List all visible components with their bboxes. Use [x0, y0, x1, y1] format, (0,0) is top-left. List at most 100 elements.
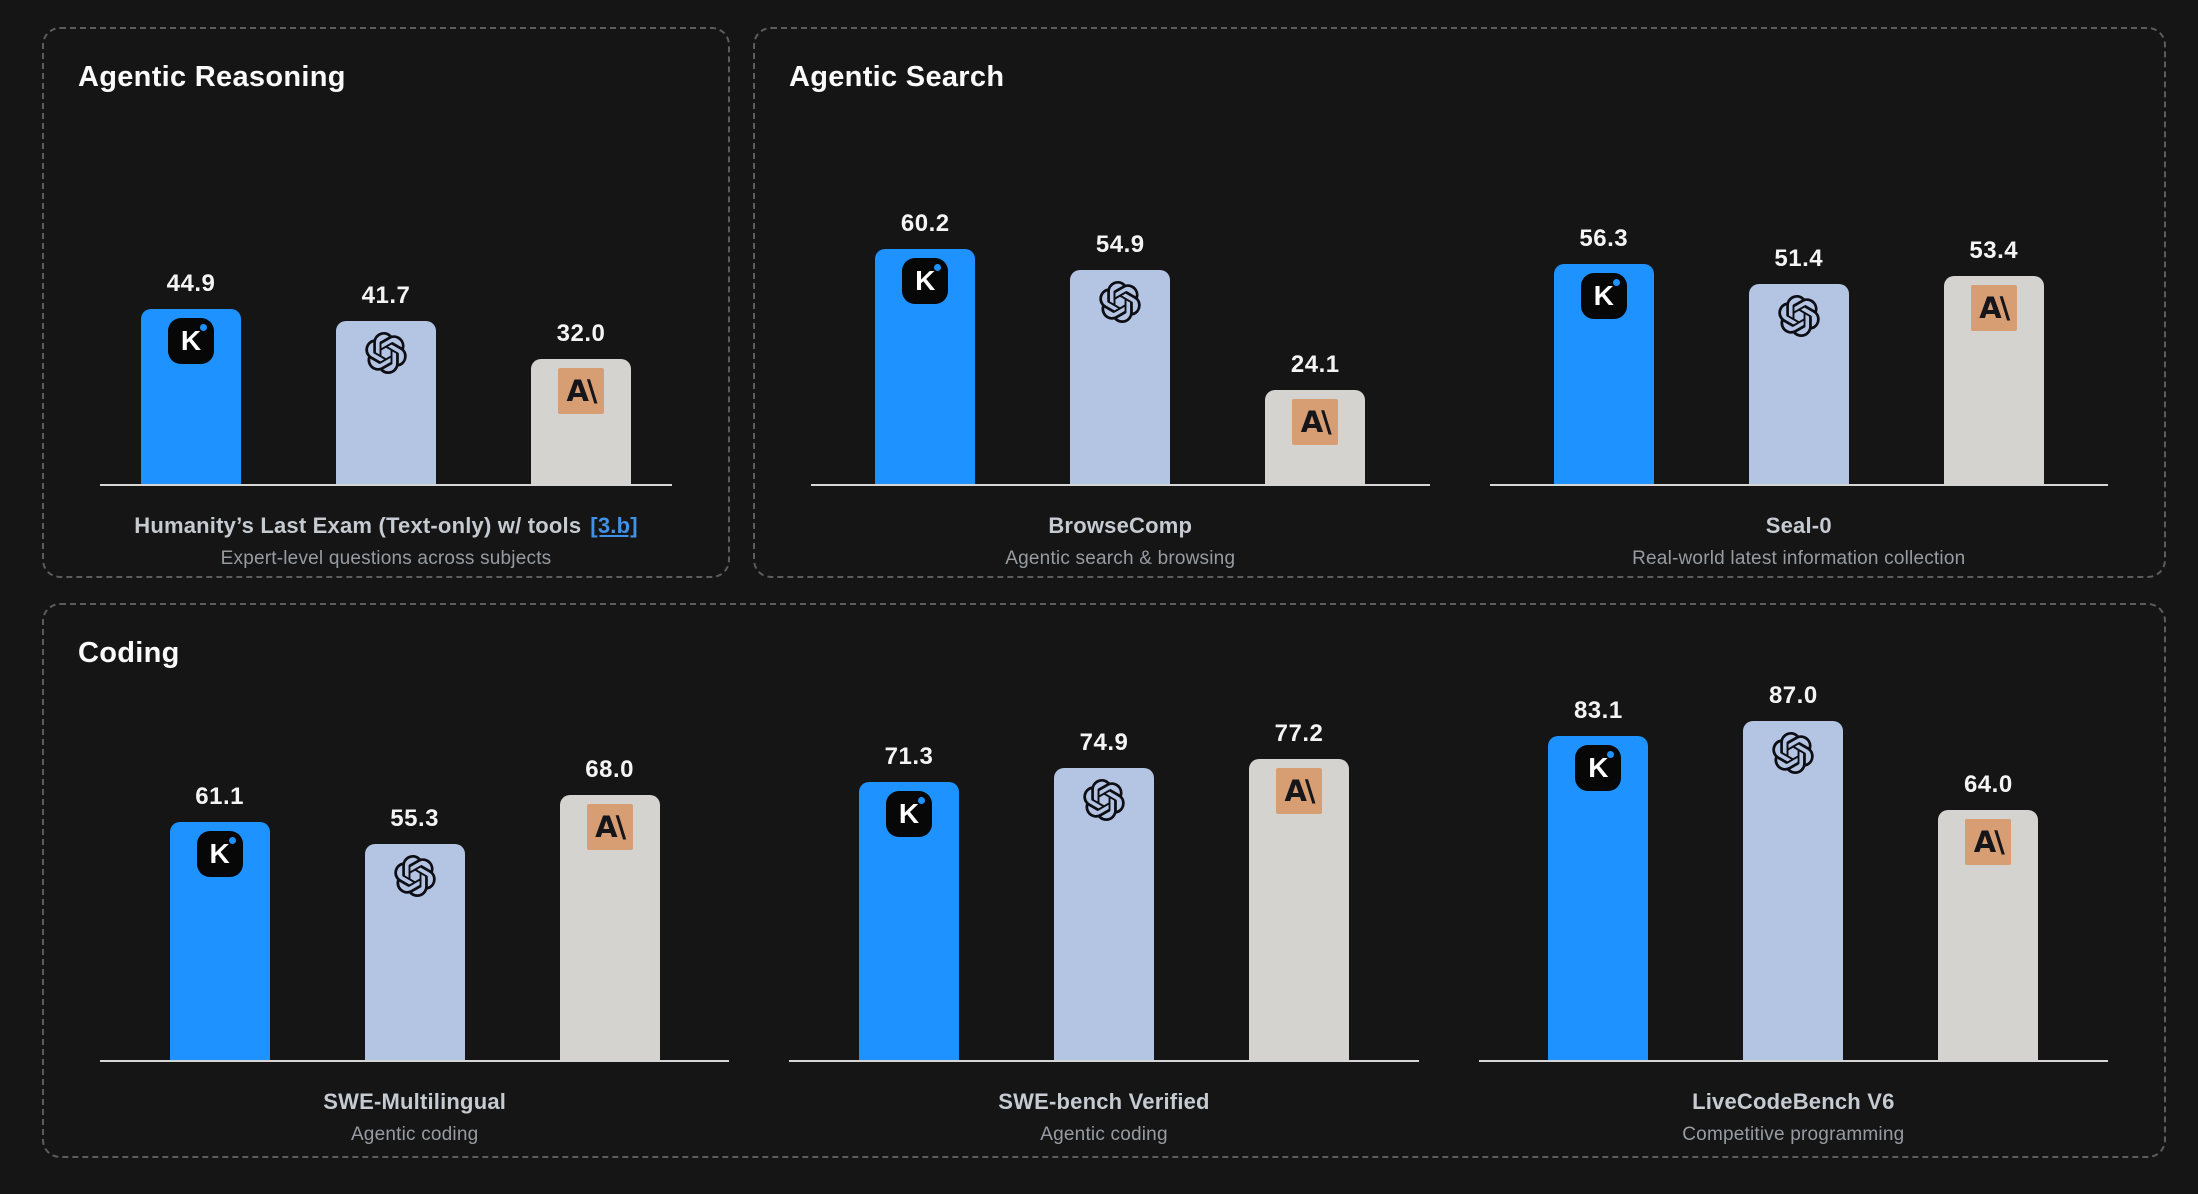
benchmark-chart: 44.9 K 41.7 32.0 A\ Humanity’s Last Exam (Te… — [100, 94, 672, 570]
kimi-bar: K — [858, 782, 959, 1060]
bar-value-label: 32.0 — [556, 320, 606, 347]
panel-coding: Coding 61.1 K 55.3 68.0 A\ SWE-Multilingual … — [42, 603, 2166, 1158]
bar-group-kimi: 61.1 K — [169, 783, 270, 1060]
kimi-k-letter: K — [898, 798, 920, 829]
bar-group-anthropic: 24.1 A\ — [1265, 351, 1366, 484]
anthropic-logo-icon: A\ — [1292, 399, 1339, 445]
kimi-bar: K — [1548, 736, 1649, 1060]
chart-plot: 61.1 K 55.3 68.0 A\ — [100, 670, 730, 1062]
benchmark-chart: 83.1 K 87.0 64.0 A\ LiveCodeBench V6 Competi… — [1478, 670, 2108, 1146]
anthropic-bar: A\ — [559, 795, 660, 1060]
openai-bar — [336, 321, 436, 484]
bar-group-openai: 74.9 — [1053, 729, 1154, 1060]
bar-group-anthropic: 77.2 A\ — [1248, 720, 1349, 1060]
kimi-k-logo-icon: K — [196, 831, 243, 877]
charts-row: 60.2 K 54.9 24.1 A\ BrowseComp Agentic searc… — [781, 94, 2138, 570]
anthropic-logo-icon: A\ — [1965, 819, 2012, 865]
chart-plot: 71.3 K 74.9 77.2 A\ — [789, 670, 1419, 1062]
openai-bar — [1743, 721, 1844, 1060]
bar-value-label: 44.9 — [166, 270, 216, 297]
kimi-k-logo-icon: K — [902, 258, 949, 304]
openai-bar — [1053, 768, 1154, 1060]
benchmark-chart: 71.3 K 74.9 77.2 A\ SWE-bench Verified Agent… — [789, 670, 1419, 1146]
openai-bar — [1070, 270, 1171, 484]
bar-value-label: 71.3 — [884, 743, 934, 770]
benchmark-name: Seal-0 — [1765, 513, 1832, 538]
charts-row: 61.1 K 55.3 68.0 A\ SWE-Multilingual Agentic… — [70, 670, 2138, 1146]
bar-group-openai: 87.0 — [1743, 682, 1844, 1060]
openai-logo-icon — [1081, 777, 1127, 823]
kimi-dot — [228, 837, 236, 844]
top-row: Agentic Reasoning 44.9 K 41.7 32.0 A\ Humani… — [42, 27, 2166, 578]
benchmark-subtitle: Real-world latest information collection — [1632, 548, 1966, 569]
kimi-bar: K — [169, 822, 270, 1060]
charts-row: 44.9 K 41.7 32.0 A\ Humanity’s Last Exam (Te… — [70, 94, 702, 570]
bar-group-anthropic: 53.4 A\ — [1943, 237, 2044, 484]
benchmark-subtitle: Competitive programming — [1682, 1124, 1905, 1145]
bar-group-kimi: 60.2 K — [875, 210, 976, 484]
bar-group-anthropic: 64.0 A\ — [1938, 771, 2039, 1060]
panel-title-agentic-reasoning: Agentic Reasoning — [78, 61, 346, 93]
openai-logo-icon — [1770, 730, 1816, 776]
kimi-k-letter: K — [209, 838, 230, 869]
kimi-k-letter: K — [180, 325, 202, 356]
kimi-bar: K — [875, 249, 976, 484]
kimi-k-letter: K — [1593, 280, 1614, 311]
bottom-row: Coding 61.1 K 55.3 68.0 A\ SWE-Multilingual … — [42, 603, 2166, 1158]
kimi-dot — [934, 264, 942, 271]
openai-logo-icon — [1097, 279, 1143, 325]
chart-plot: 56.3 K 51.4 53.4 A\ — [1489, 94, 2108, 486]
kimi-k-letter: K — [915, 265, 936, 296]
anthropic-bar: A\ — [531, 359, 631, 484]
bar-group-openai: 51.4 — [1748, 245, 1849, 484]
kimi-k-logo-icon: K — [1575, 745, 1622, 791]
anthropic-bar: A\ — [1265, 390, 1366, 484]
bar-value-label: 51.4 — [1774, 245, 1824, 272]
openai-logo-icon — [392, 853, 438, 899]
bar-value-label: 41.7 — [361, 282, 411, 309]
bar-value-label: 64.0 — [1963, 771, 2013, 798]
anthropic-logo-icon: A\ — [1970, 285, 2017, 331]
reference-link[interactable]: [3.b] — [590, 513, 638, 538]
chart-plot: 60.2 K 54.9 24.1 A\ — [811, 94, 1430, 486]
bar-value-label: 87.0 — [1768, 682, 1818, 709]
bar-value-label: 24.1 — [1290, 351, 1340, 378]
anthropic-logo-icon: A\ — [586, 804, 633, 850]
benchmark-name: SWE-bench Verified — [998, 1089, 1210, 1114]
kimi-dot — [917, 797, 925, 804]
bar-group-kimi: 71.3 K — [858, 743, 959, 1060]
bar-value-label: 74.9 — [1079, 729, 1129, 756]
benchmark-chart: 60.2 K 54.9 24.1 A\ BrowseComp Agentic searc… — [811, 94, 1430, 570]
openai-bar — [1748, 284, 1849, 484]
kimi-k-logo-icon: K — [168, 318, 214, 364]
kimi-dot — [1607, 751, 1615, 758]
kimi-k-logo-icon: K — [885, 791, 932, 837]
kimi-bar: K — [141, 309, 241, 484]
bar-value-label: 53.4 — [1969, 237, 2019, 264]
kimi-k-logo-icon: K — [1580, 273, 1627, 319]
kimi-dot — [1612, 279, 1620, 286]
bar-group-kimi: 44.9 K — [141, 270, 241, 484]
anthropic-bar: A\ — [1938, 810, 2039, 1060]
benchmark-name: LiveCodeBench V6 — [1692, 1089, 1895, 1114]
bar-group-openai: 55.3 — [364, 805, 465, 1060]
bar-group-anthropic: 68.0 A\ — [559, 756, 660, 1060]
benchmark-subtitle: Agentic coding — [350, 1124, 479, 1145]
bar-group-kimi: 56.3 K — [1553, 225, 1654, 484]
anthropic-bar: A\ — [1248, 759, 1349, 1060]
anthropic-logo-icon: A\ — [1275, 768, 1322, 814]
kimi-k-letter: K — [1588, 752, 1609, 783]
chart-plot: 83.1 K 87.0 64.0 A\ — [1478, 670, 2108, 1062]
bar-group-openai: 54.9 — [1070, 231, 1171, 484]
benchmark-subtitle: Expert-level questions across subjects — [220, 548, 552, 569]
openai-logo-icon — [363, 330, 409, 376]
benchmark-subtitle: Agentic coding — [1040, 1124, 1168, 1145]
bar-group-anthropic: 32.0 A\ — [531, 320, 631, 484]
kimi-dot — [200, 324, 207, 331]
bar-value-label: 54.9 — [1095, 231, 1145, 258]
bar-value-label: 77.2 — [1274, 720, 1324, 747]
anthropic-logo-icon: A\ — [558, 368, 604, 414]
bar-group-kimi: 83.1 K — [1548, 697, 1649, 1060]
benchmark-name: Humanity’s Last Exam (Text-only) w/ tool… — [134, 513, 582, 538]
